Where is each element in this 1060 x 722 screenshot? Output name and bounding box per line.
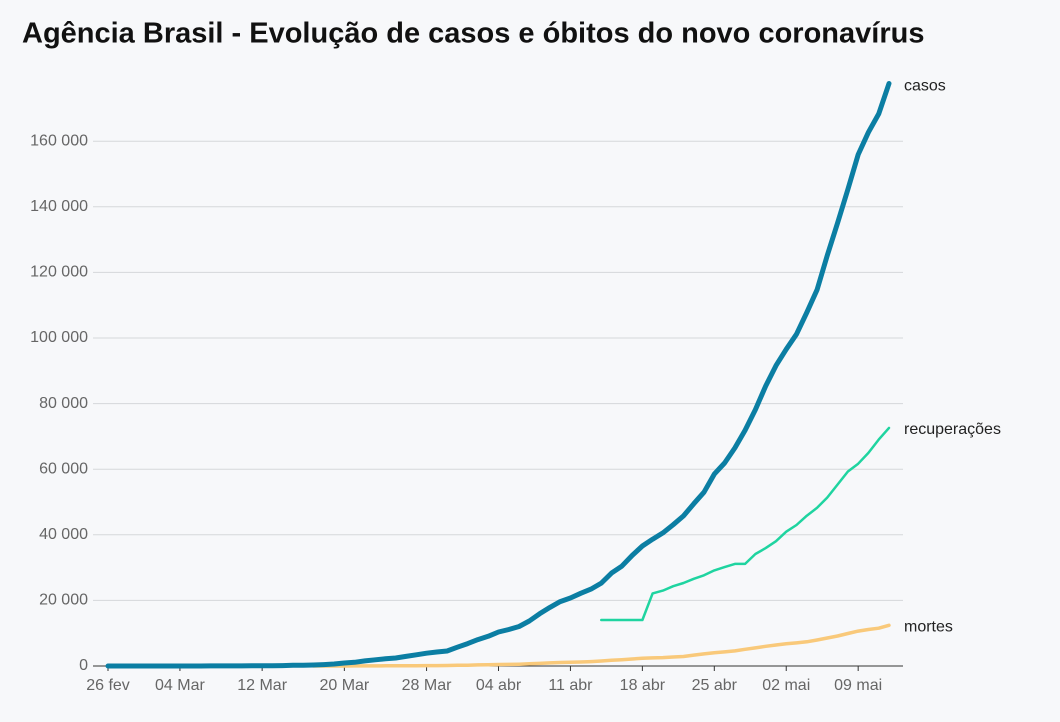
y-tick-label: 80 000 (39, 395, 88, 412)
y-tick-label: 140 000 (30, 198, 88, 215)
x-tick-label: 12 Mar (237, 677, 287, 694)
x-tick-label: 11 abr (548, 677, 593, 694)
y-tick-label: 20 000 (39, 592, 88, 609)
series-label: recuperações (904, 421, 1001, 438)
series-line (311, 623, 891, 668)
series-line (600, 426, 891, 622)
series-line (105, 81, 892, 669)
y-tick-label: 160 000 (30, 132, 88, 149)
chart-title: Agência Brasil - Evolução de casos e óbi… (22, 18, 924, 50)
y-tick-label: 120 000 (30, 264, 88, 281)
series-label: mortes (904, 619, 953, 636)
x-tick-label: 26 fev (86, 677, 130, 694)
y-tick-label: 40 000 (39, 526, 88, 543)
series-label: casos (904, 78, 946, 95)
y-tick-label: 0 (79, 657, 88, 674)
x-tick-label: 02 mai (762, 677, 810, 694)
x-tick-label: 20 Mar (319, 677, 369, 694)
y-tick-label: 60 000 (39, 460, 88, 477)
x-tick-label: 28 Mar (402, 677, 452, 694)
x-tick-label: 09 mai (834, 677, 882, 694)
x-tick-label: 04 abr (476, 677, 522, 694)
x-tick-label: 04 Mar (155, 677, 205, 694)
x-tick-label: 18 abr (620, 677, 666, 694)
y-tick-label: 100 000 (30, 329, 88, 346)
x-tick-label: 25 abr (692, 677, 738, 694)
